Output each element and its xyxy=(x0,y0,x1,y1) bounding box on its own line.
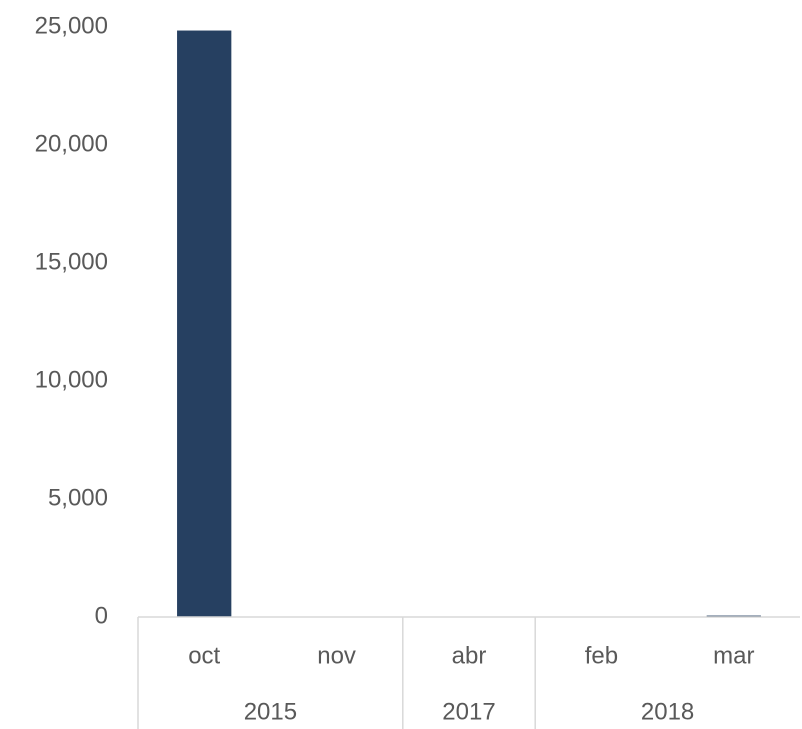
x-tick-label: nov xyxy=(317,642,356,669)
group-label: 2018 xyxy=(641,698,694,725)
x-tick-label: mar xyxy=(713,642,754,669)
y-tick-label: 15,000 xyxy=(35,248,108,275)
y-tick-label: 25,000 xyxy=(35,12,108,39)
x-tick-label: oct xyxy=(188,642,220,669)
bar xyxy=(177,30,232,618)
group-label: 2017 xyxy=(442,698,495,725)
y-tick-label: 5,000 xyxy=(48,484,108,511)
x-tick-label: feb xyxy=(585,642,618,669)
x-tick-label: abr xyxy=(452,642,487,669)
y-tick-label: 10,000 xyxy=(35,366,108,393)
y-tick-label: 0 xyxy=(95,602,108,629)
group-label: 2015 xyxy=(244,698,297,725)
y-tick-label: 20,000 xyxy=(35,130,108,157)
